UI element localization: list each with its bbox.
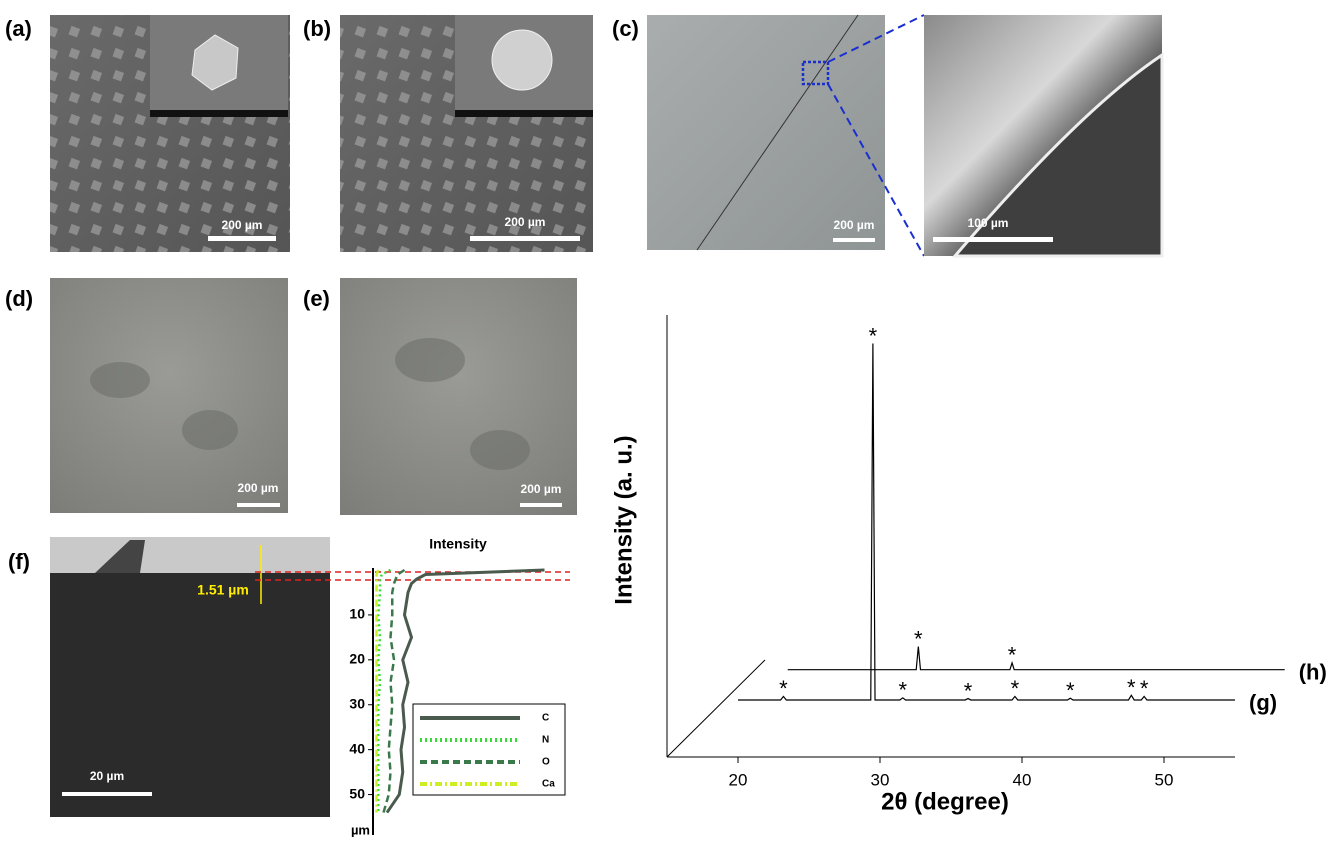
x-tick-label: 40	[1013, 770, 1032, 789]
sem-image	[50, 537, 330, 817]
y-unit: µm	[351, 822, 370, 837]
panel-label: (e)	[303, 286, 330, 311]
scale-bar	[62, 792, 152, 796]
pit	[182, 410, 238, 450]
edge	[951, 52, 1164, 258]
peak-marker: *	[1140, 676, 1149, 701]
scale-bar	[833, 238, 875, 242]
scale-label: 200 µm	[238, 481, 279, 495]
cluster	[491, 29, 553, 91]
pit	[90, 362, 150, 398]
legend-label: C	[542, 713, 549, 724]
peak-marker: *	[779, 676, 788, 701]
chart-title: Intensity	[429, 536, 487, 552]
y-tick-label: 40	[349, 740, 365, 756]
profile-line	[375, 569, 380, 813]
x-tick-label: 50	[1155, 770, 1174, 789]
profile-line	[385, 568, 545, 814]
coating	[50, 537, 330, 573]
series-label: (h)	[1299, 659, 1327, 684]
legend-label: N	[542, 735, 549, 746]
shadow	[95, 540, 145, 573]
y-tick-label: 20	[349, 651, 365, 667]
peak-marker: *	[1011, 676, 1020, 701]
zoom-line	[827, 14, 925, 63]
thickness-label: 1.51 µm	[197, 582, 249, 598]
peak-marker: *	[898, 678, 907, 703]
sem-image	[647, 15, 885, 250]
pit	[395, 338, 465, 382]
sem-image	[340, 278, 577, 515]
scale-label: 100 µm	[968, 216, 1009, 230]
peak-marker: *	[1008, 643, 1017, 668]
scale-bar	[470, 236, 580, 241]
peak-marker: *	[869, 323, 878, 348]
peak-marker: *	[1127, 675, 1136, 700]
y-axis-title: Intensity (a. u.)	[610, 435, 637, 604]
panel-label: (c)	[612, 16, 639, 41]
panel-label: (b)	[303, 16, 331, 41]
x-axis-title: 2θ (degree)	[881, 788, 1009, 815]
profile-line	[382, 568, 406, 813]
legend-label: Ca	[542, 779, 555, 790]
scale-bar	[237, 503, 280, 507]
scale-label: 20 µm	[90, 769, 124, 783]
profile-line	[376, 568, 392, 813]
scale-label: 200 µm	[521, 482, 562, 496]
xrd-trace	[787, 646, 1285, 671]
scale-label: 200 µm	[222, 218, 263, 232]
scale-label: 200 µm	[505, 215, 546, 229]
legend-label: O	[542, 757, 550, 768]
crack	[696, 14, 859, 251]
x-tick-label: 20	[729, 770, 748, 789]
series-label: (g)	[1249, 690, 1277, 715]
zoom-line	[827, 83, 925, 257]
peak-marker: *	[964, 678, 973, 703]
scale-bar	[520, 503, 562, 507]
x-tick-label: 30	[871, 770, 890, 789]
inset-bar	[150, 110, 288, 117]
depth-axis	[666, 659, 766, 758]
scale-label: 200 µm	[834, 218, 875, 232]
y-tick-label: 10	[349, 606, 365, 622]
y-tick-label: 30	[349, 695, 365, 711]
sem-image	[50, 278, 288, 513]
panel-label: (d)	[5, 286, 33, 311]
scale-bar	[933, 237, 1053, 242]
zoom-box	[801, 60, 830, 86]
panel-label: (a)	[5, 16, 32, 41]
inset-bar	[455, 110, 593, 117]
cube	[191, 34, 239, 91]
panel-label: (f)	[8, 549, 30, 574]
peak-marker: *	[1066, 678, 1075, 703]
pit	[470, 430, 530, 470]
xrd-trace	[738, 343, 1235, 701]
peak-marker: *	[914, 626, 923, 651]
scale-bar	[208, 236, 276, 241]
y-tick-label: 50	[349, 785, 365, 801]
